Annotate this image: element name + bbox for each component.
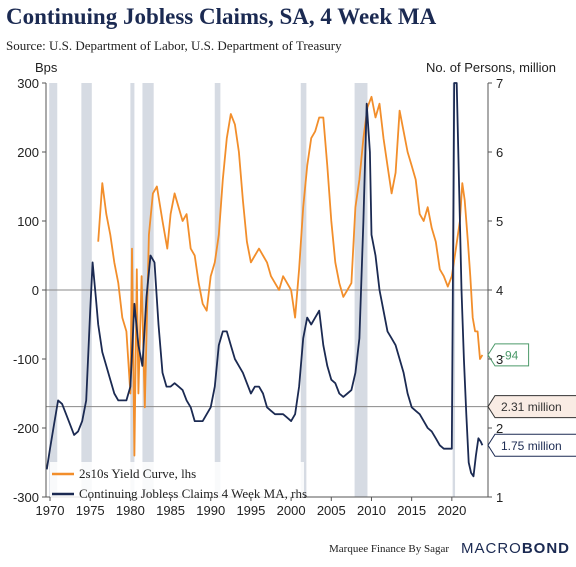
right-axis-label: No. of Persons, million — [426, 60, 556, 75]
legend: 2s10s Yield Curve, lhs Continuing Jobles… — [50, 462, 307, 504]
footer-credit: Marquee Finance By Sagar — [329, 543, 450, 555]
x-tick-label: 1985 — [156, 503, 185, 518]
right-tick-label: 3 — [496, 352, 503, 367]
end-label-text: -94 — [501, 348, 519, 362]
left-axis-label: Bps — [35, 60, 58, 75]
x-tick-label: 1980 — [116, 503, 145, 518]
source-note: Source: U.S. Department of Labor, U.S. D… — [6, 38, 342, 53]
end-label-box — [487, 343, 530, 367]
x-tick-label: 2015 — [397, 503, 426, 518]
left-tick-label: -300 — [13, 490, 39, 505]
right-tick-label: 6 — [496, 145, 503, 160]
left-tick-label: -200 — [13, 421, 39, 436]
left-tick-label: -100 — [13, 352, 39, 367]
legend-box — [50, 462, 304, 504]
legend-label-jobless-claims: Continuing Jobless Claims 4 Week MA, rhs — [79, 486, 307, 501]
right-tick-label: 4 — [496, 283, 503, 298]
end-label-text: 2.31 million — [501, 400, 562, 414]
legend-label-yield-curve: 2s10s Yield Curve, lhs — [79, 466, 196, 481]
x-tick-label: 2005 — [317, 503, 346, 518]
right-tick-label: 7 — [496, 76, 503, 91]
x-tick-label: 1995 — [236, 503, 265, 518]
axes: Bps No. of Persons, million — [35, 60, 556, 498]
right-tick-label: 2 — [496, 421, 503, 436]
page-title: Continuing Jobless Claims, SA, 4 Week MA — [6, 4, 437, 29]
brand-prefix: MACRO — [461, 540, 522, 557]
x-tick-label: 1975 — [76, 503, 105, 518]
end-label-text: 1.75 million — [501, 439, 562, 453]
x-tick-label: 2000 — [277, 503, 306, 518]
left-tick-label: 0 — [32, 283, 39, 298]
brand-suffix: BOND — [521, 540, 571, 557]
yield-curve-line — [97, 95, 484, 457]
left-tick-label: 200 — [17, 145, 39, 160]
end-value-labels: -94 2.31 million 1.75 million — [487, 343, 576, 457]
left-tick-label: 100 — [17, 214, 39, 229]
right-tick-label: 1 — [496, 490, 503, 505]
left-tick-label: 300 — [17, 76, 39, 91]
series-lines — [45, 82, 484, 478]
x-tick-label: 1970 — [36, 503, 65, 518]
end-label-box — [487, 395, 576, 419]
jobless-claims-chart: Bps No. of Persons, million 2s10s Yield … — [13, 60, 576, 518]
jobless-claims-line — [45, 82, 484, 478]
x-tick-label: 2020 — [437, 503, 466, 518]
macrobond-logo: MACROBOND — [461, 540, 570, 557]
x-tick-label: 1990 — [196, 503, 225, 518]
tick-labels: 300 200 100 0 -100 -200 -300 7 6 5 4 3 2 1 1970 1975 198… — [13, 76, 503, 518]
right-tick-label: 5 — [496, 214, 503, 229]
x-tick-label: 2010 — [357, 503, 386, 518]
end-label-box — [487, 433, 576, 457]
